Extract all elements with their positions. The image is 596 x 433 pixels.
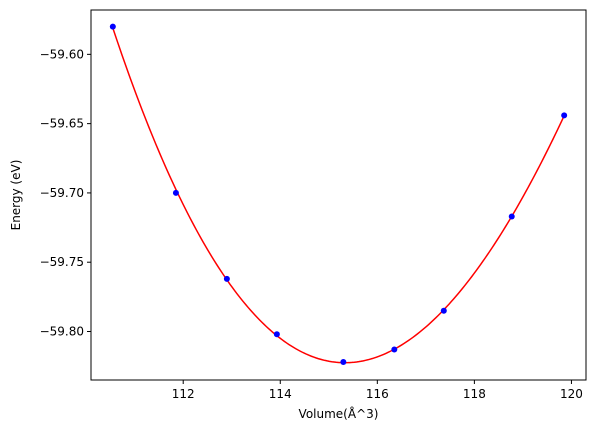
data-point xyxy=(340,358,347,365)
y-tick-label: −59.75 xyxy=(40,255,84,269)
x-tick-label: 118 xyxy=(463,387,486,401)
axes-frame xyxy=(90,9,587,381)
data-point xyxy=(561,112,568,119)
data-point xyxy=(273,331,280,338)
data-point xyxy=(109,23,116,30)
y-tick-label: −59.60 xyxy=(40,47,84,61)
data-point xyxy=(508,213,515,220)
data-point xyxy=(391,346,398,353)
y-axis: −59.60 −59.65 −59.70 −59.75 −59.80 xyxy=(40,47,91,338)
x-axis-label: Volume(Å^3) xyxy=(299,406,379,421)
y-tick-label: −59.70 xyxy=(40,186,84,200)
data-point xyxy=(172,189,179,196)
x-tick-label: 120 xyxy=(560,387,583,401)
data-point xyxy=(223,275,230,282)
y-axis-label: Energy (eV) xyxy=(9,160,23,231)
y-tick-label: −59.65 xyxy=(40,117,84,131)
x-tick-label: 112 xyxy=(172,387,195,401)
fit-curve xyxy=(112,27,565,364)
x-tick-label: 116 xyxy=(366,387,389,401)
x-axis: 112 114 116 118 120 xyxy=(172,380,583,401)
x-tick-label: 114 xyxy=(269,387,292,401)
plot-area xyxy=(109,23,568,365)
data-point xyxy=(440,307,447,314)
y-tick-label: −59.80 xyxy=(40,324,84,338)
